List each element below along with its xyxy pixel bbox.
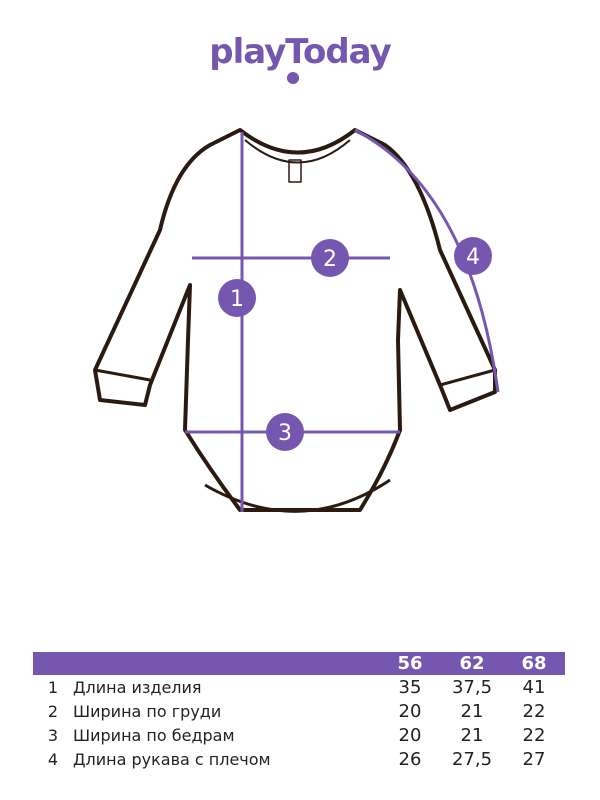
marker-3: 3 — [266, 413, 304, 451]
header-size-62: 62 — [441, 652, 503, 675]
table-row: 1 Длина изделия 35 37,5 41 — [47, 676, 546, 698]
svg-text:4: 4 — [466, 245, 480, 270]
table-row: 4 Длина рукава с плечом 26 27,5 27 — [47, 748, 546, 770]
marker-4: 4 — [454, 237, 492, 275]
header-size-56: 56 — [379, 652, 441, 675]
size-table: 56 62 68 1 Длина изделия 35 37,5 41 2 Ширина … — [33, 652, 565, 771]
header-size-68: 68 — [503, 652, 565, 675]
svg-text:2: 2 — [323, 247, 337, 272]
playtoday-logo: playToday — [209, 32, 393, 84]
table-row: 3 Ширина по бедрам 20 21 22 — [47, 724, 546, 746]
bodysuit-diagram: 1 2 3 4 — [93, 128, 500, 513]
table-header: 56 62 68 — [33, 652, 565, 675]
svg-text:1: 1 — [230, 287, 244, 312]
svg-text:3: 3 — [278, 421, 292, 446]
marker-2: 2 — [311, 239, 349, 277]
svg-text:playToday: playToday — [209, 32, 391, 72]
header-cell — [73, 652, 379, 675]
bodysuit-outline — [93, 128, 497, 513]
marker-1: 1 — [218, 279, 256, 317]
measure-lines — [185, 128, 500, 512]
header-cell — [33, 652, 73, 675]
table-row: 2 Ширина по груди 20 21 22 — [47, 700, 546, 722]
